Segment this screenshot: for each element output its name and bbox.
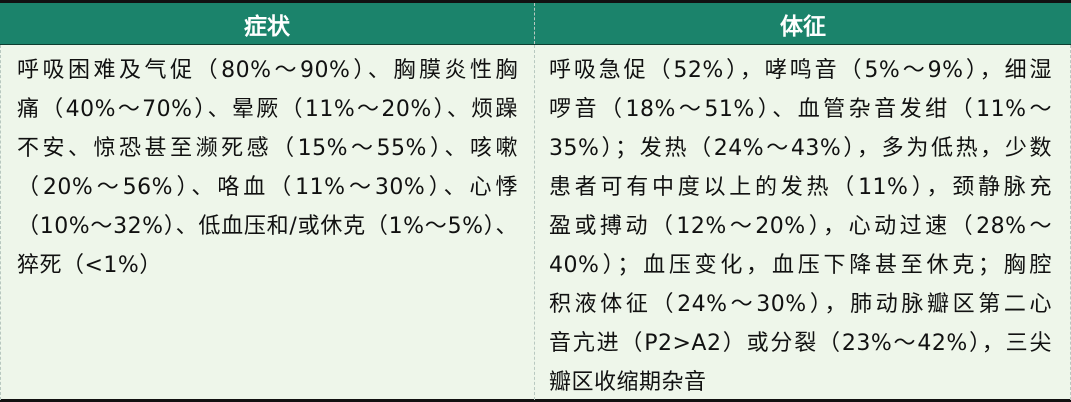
signs-line: 盈或搏动（12%～20%），心动过速（28%～ xyxy=(549,214,1052,239)
signs-line: 35%）；发热（24%～43%），多为低热，少数 xyxy=(549,136,1052,161)
symptoms-line: 呼吸困难及气促（80%～90%）、胸膜炎性胸 xyxy=(17,58,518,83)
signs-cell: 呼吸急促（52%），哮鸣音（5%～9%），细湿 啰音（18%～51%）、血管杂音… xyxy=(535,45,1071,400)
header-signs: 体征 xyxy=(780,12,826,40)
symptoms-line: （20%～56%）、咯血（11%～30%）、心悸 xyxy=(17,175,518,200)
signs-line: 40%）；血压变化，血压下降甚至休克；胸腔 xyxy=(549,253,1052,278)
symptoms-line: 猝死（<1%） xyxy=(17,253,162,278)
signs-line: 音亢进（P2>A2）或分裂（23%～42%），三尖 xyxy=(549,331,1052,356)
symptoms-line: 痛（40%～70%）、晕厥（11%～20%）、烦躁 xyxy=(17,97,518,122)
table-header-row: 症状 体征 xyxy=(0,3,1071,45)
symptoms-cell: 呼吸困难及气促（80%～90%）、胸膜炎性胸 痛（40%～70%）、晕厥（11%… xyxy=(0,45,535,400)
symptoms-line: 不安、惊恐甚至濒死感（15%～55%）、咳嗽 xyxy=(17,136,518,161)
signs-line: 积液体征（24%～30%），肺动脉瓣区第二心 xyxy=(549,292,1052,317)
symptoms-line: （10%～32%）、低血压和/或休克（1%～5%）、 xyxy=(17,214,518,239)
signs-line: 患者可有中度以上的发热（11%），颈静脉充 xyxy=(549,175,1052,200)
signs-line: 瓣区收缩期杂音 xyxy=(549,370,707,395)
table-row: 呼吸困难及气促（80%～90%）、胸膜炎性胸 痛（40%～70%）、晕厥（11%… xyxy=(0,45,1071,400)
header-symptoms: 症状 xyxy=(0,3,535,44)
signs-line: 呼吸急促（52%），哮鸣音（5%～9%），细湿 xyxy=(549,58,1052,83)
signs-line: 啰音（18%～51%）、血管杂音发绀（11%～ xyxy=(549,97,1052,122)
